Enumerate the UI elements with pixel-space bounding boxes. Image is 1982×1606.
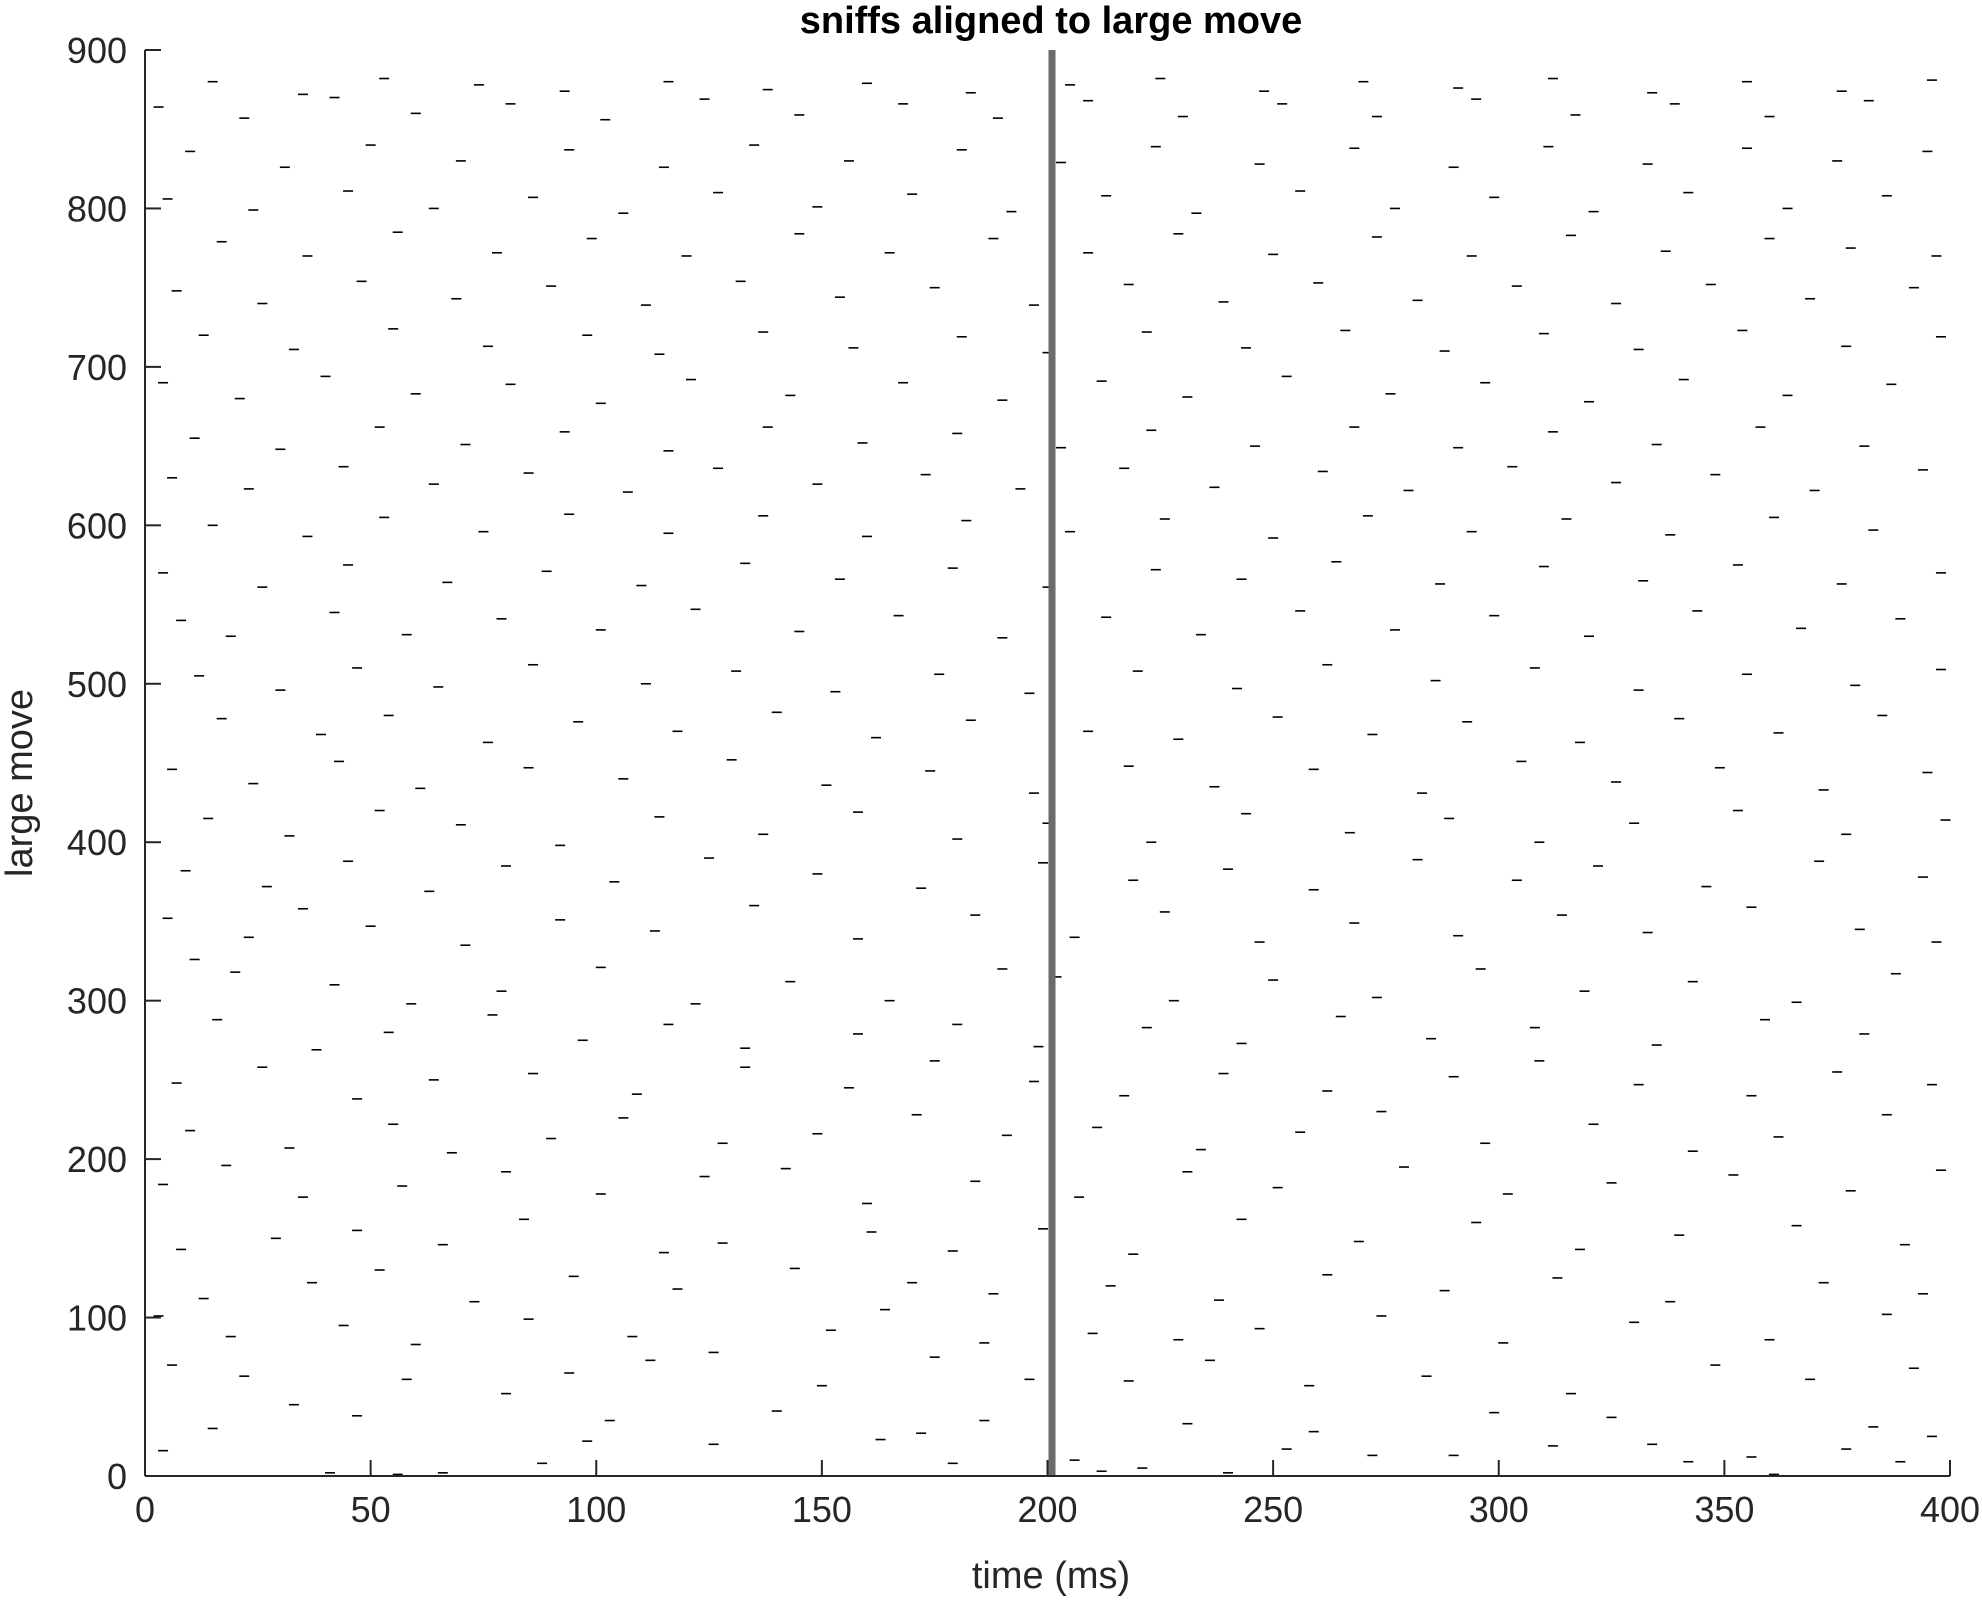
y-tick-label: 400: [67, 822, 127, 863]
axes: 0 50 100 150 200 250 300 350 400 0 100 200 300 400 500…: [67, 30, 1980, 1530]
y-tick-label: 300: [67, 981, 127, 1022]
y-tick-label: 900: [67, 30, 127, 71]
x-tick-label: 50: [351, 1489, 391, 1530]
y-tick-label: 600: [67, 505, 127, 546]
chart-title: sniffs aligned to large move: [800, 0, 1303, 42]
y-axis-label: large move: [0, 689, 41, 877]
y-tick-label: 200: [67, 1139, 127, 1180]
x-tick-label: 100: [566, 1489, 626, 1530]
x-tick-label: 250: [1243, 1489, 1303, 1530]
y-tick-label: 500: [67, 664, 127, 705]
y-tick-label: 0: [107, 1456, 127, 1497]
sniff-marks: [153, 77, 1951, 1476]
y-tick-label: 700: [67, 347, 127, 388]
x-tick-label: 400: [1920, 1489, 1980, 1530]
x-tick-label: 0: [135, 1489, 155, 1530]
x-tick-label: 200: [1017, 1489, 1077, 1530]
x-tick-label: 300: [1469, 1489, 1529, 1530]
x-tick-label: 350: [1694, 1489, 1754, 1530]
y-tick-label: 800: [67, 188, 127, 229]
x-axis-label: time (ms): [972, 1555, 1130, 1597]
y-tick-label: 100: [67, 1298, 127, 1339]
x-tick-label: 150: [792, 1489, 852, 1530]
